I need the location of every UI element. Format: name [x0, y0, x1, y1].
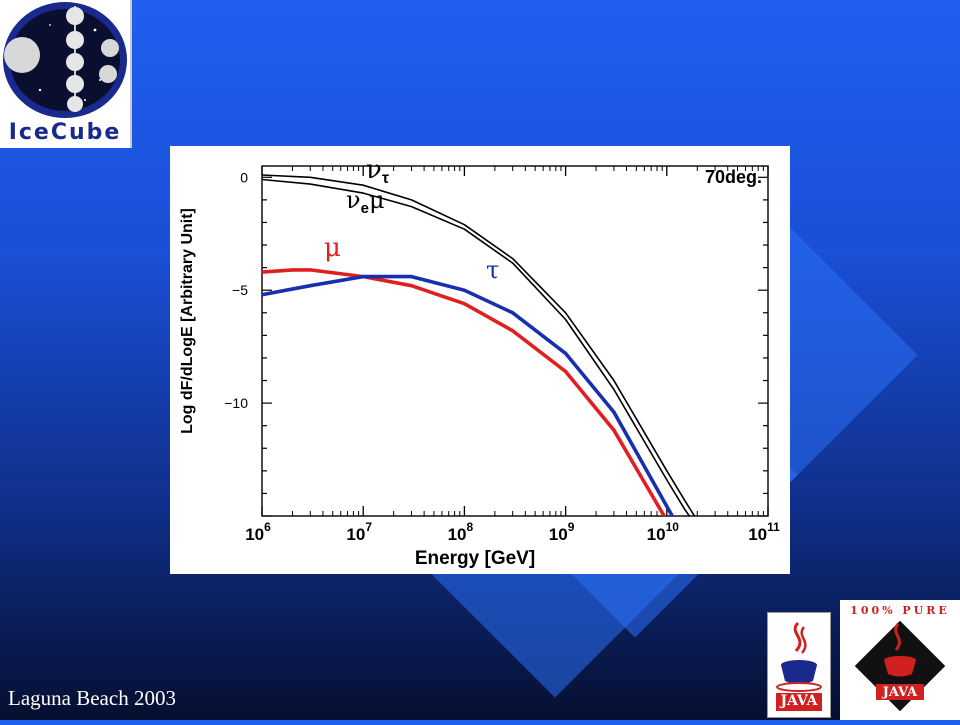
java-pure-arc-text: 100% PURE — [850, 604, 950, 617]
angle-annotation: 70deg. — [705, 167, 762, 187]
java-badge-right: 100% PURE JAVA — [840, 600, 960, 720]
x-tick-label: 108 — [448, 520, 474, 544]
plot-frame — [261, 165, 769, 517]
series-line-0 — [262, 174, 696, 516]
java-cup-icon — [776, 621, 822, 711]
y-tick-label: 0 — [240, 169, 248, 185]
logo-text: IceCube — [8, 120, 122, 145]
series-line-2 — [262, 268, 667, 516]
series-label-1: νeμ — [346, 186, 385, 217]
series-label-2: μ — [324, 233, 341, 263]
x-axis-label: Energy [GeV] — [415, 548, 535, 569]
footer-text: Laguna Beach 2003 — [8, 686, 176, 710]
x-tick-label: 1010 — [647, 520, 680, 544]
y-tick-label: −5 — [232, 282, 248, 298]
x-tick-label: 1011 — [748, 520, 780, 544]
y-tick-label: −10 — [224, 395, 248, 411]
series-label-0: ντ — [366, 155, 389, 187]
flux-chart: 106 107 108 109 1010 1011 0 −5 −10 Energy [GeV] Lo… — [179, 155, 780, 569]
series-line-1 — [262, 178, 691, 516]
icecube-logo-graphic — [3, 2, 127, 118]
x-tick-label: 107 — [346, 520, 372, 544]
icecube-logo: IceCube — [0, 0, 132, 148]
series-label-3: τ — [486, 256, 499, 284]
y-axis-label: Log dF/dLogE [Arbitrary Unit] — [179, 208, 196, 434]
x-tick-label: 106 — [245, 520, 271, 544]
java-badge-left: JAVA — [767, 612, 831, 718]
java-pure-icon — [854, 620, 946, 712]
chart-panel: 106 107 108 109 1010 1011 0 −5 −10 Energy [GeV] Lo… — [170, 146, 790, 574]
java-right-text: JAVA — [882, 685, 918, 700]
series-line-3 — [262, 274, 675, 516]
x-tick-label: 109 — [549, 520, 575, 544]
java-left-text: JAVA — [780, 693, 818, 709]
